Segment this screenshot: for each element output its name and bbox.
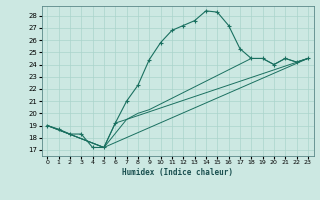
X-axis label: Humidex (Indice chaleur): Humidex (Indice chaleur) <box>122 168 233 177</box>
